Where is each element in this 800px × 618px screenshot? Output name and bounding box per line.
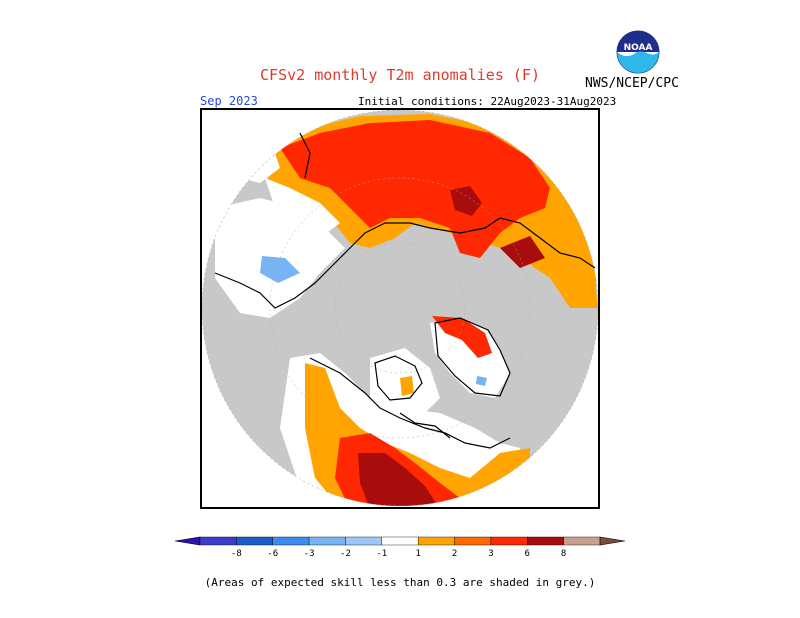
colorbar-tick-label: -1 (376, 549, 387, 559)
chart-title: CFSv2 monthly T2m anomalies (F) (260, 66, 540, 84)
colorbar-bin-10 (527, 536, 564, 546)
latitude-circle-75 (334, 242, 466, 374)
colorbar-arrow-high (599, 536, 625, 546)
colorbar-tick-label: 8 (561, 549, 566, 559)
colorbar-tick-label: -6 (267, 549, 278, 559)
colorbar: -8 -6 -3 -2 -1 1 2 3 6 8 (175, 536, 625, 559)
colorbar-tick-label: 6 (525, 549, 530, 559)
eurasia-darkred (450, 186, 482, 216)
latitude-circle-60 (269, 177, 531, 439)
colorbar-tick-label: 3 (488, 549, 493, 559)
valid-month-label: Sep 2023 (200, 94, 258, 108)
hudson-orange (400, 376, 414, 396)
greenland-blue (476, 376, 487, 386)
colorbar-bin-2 (236, 536, 273, 546)
east-asia-orange (550, 278, 598, 308)
initial-conditions-label: Initial conditions: 22Aug2023-31Aug2023 (358, 95, 617, 108)
outside-disc (200, 108, 600, 509)
polar-anomaly-map (200, 108, 600, 509)
greenland-white (430, 318, 510, 398)
coastlines (214, 132, 596, 449)
colorbar-tick-label: -2 (340, 549, 351, 559)
siberia-darkred (500, 236, 545, 268)
colorbar-bin-11 (563, 536, 601, 546)
greenland-red (432, 316, 492, 358)
noaa-logo-text: NOAA (624, 43, 653, 53)
colorbar-bin-6 (381, 536, 419, 546)
noaa-logo-icon: NOAA (616, 30, 660, 74)
colorbar-arrow-low (175, 536, 201, 546)
colorbar-bin-4 (308, 536, 346, 546)
colorbar-tick-label: -8 (231, 549, 242, 559)
colorbar-tick-label: -3 (304, 549, 315, 559)
colorbar-bin-5 (345, 536, 383, 546)
org-label: NWS/NCEP/CPC (585, 76, 679, 91)
footnote: (Areas of expected skill less than 0.3 a… (204, 576, 596, 589)
colorbar-bin-1 (199, 536, 237, 546)
colorbar-bin-8 (454, 536, 492, 546)
eurasia-red (280, 120, 550, 258)
colorbar-bin-7 (417, 536, 455, 546)
north-america-darkred (358, 453, 440, 506)
colorbar-tick-label: 1 (415, 549, 420, 559)
scandinavia-white (265, 178, 340, 238)
colorbar-bin-9 (490, 536, 528, 546)
europe-blue (260, 256, 300, 283)
colorbar-bin-3 (272, 536, 310, 546)
colorbar-tick-label: 2 (452, 549, 457, 559)
map-frame (200, 108, 600, 509)
